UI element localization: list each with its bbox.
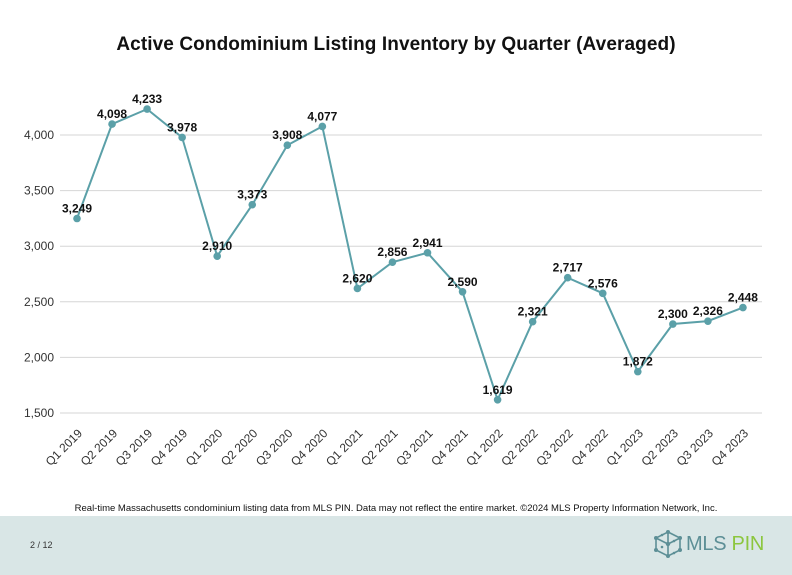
data-label: 2,590 bbox=[448, 275, 478, 289]
logo-pin-text: PIN bbox=[731, 532, 765, 555]
data-point bbox=[493, 395, 502, 404]
data-point bbox=[108, 120, 116, 128]
footer-bar: 2 / 12 MLS bbox=[0, 516, 792, 575]
y-tick-label: 2,000 bbox=[24, 350, 54, 364]
x-tick-label: Q3 2020 bbox=[253, 426, 296, 469]
x-tick-label: Q4 2019 bbox=[148, 426, 191, 469]
data-point bbox=[669, 320, 677, 328]
data-label: 2,941 bbox=[412, 236, 442, 250]
data-point bbox=[318, 122, 327, 131]
data-label: 2,620 bbox=[342, 271, 372, 285]
data-point bbox=[458, 287, 467, 296]
data-label: 2,910 bbox=[202, 239, 232, 253]
data-label: 2,321 bbox=[518, 305, 548, 319]
x-tick-label: Q2 2021 bbox=[358, 426, 401, 469]
logo-wordmark: MLS PIN bbox=[686, 533, 764, 556]
data-point bbox=[423, 248, 432, 257]
data-point bbox=[248, 200, 257, 209]
x-tick-label: Q3 2022 bbox=[533, 426, 576, 469]
data-point bbox=[213, 252, 221, 261]
data-point bbox=[563, 273, 572, 282]
data-point bbox=[143, 105, 151, 113]
data-point bbox=[704, 317, 712, 325]
data-label: 2,717 bbox=[553, 261, 583, 275]
data-label: 2,300 bbox=[658, 307, 688, 321]
x-tick-label: Q1 2023 bbox=[603, 426, 646, 469]
data-label: 3,978 bbox=[167, 120, 197, 134]
data-label: 4,077 bbox=[307, 109, 337, 123]
chart-title: Active Condominium Listing Inventory by … bbox=[116, 34, 676, 55]
y-tick-label: 3,000 bbox=[24, 239, 54, 253]
data-label: 4,233 bbox=[132, 92, 162, 106]
data-point bbox=[598, 289, 607, 298]
data-label: 2,576 bbox=[588, 276, 618, 290]
x-tick-label: Q4 2021 bbox=[428, 426, 471, 469]
data-point bbox=[739, 303, 747, 312]
x-tick-label: Q3 2023 bbox=[674, 426, 717, 469]
x-tick-label: Q2 2020 bbox=[218, 426, 261, 469]
data-label: 3,373 bbox=[237, 188, 267, 202]
x-tick-label: Q1 2019 bbox=[43, 426, 86, 469]
data-label: 2,448 bbox=[728, 291, 758, 305]
data-point bbox=[73, 214, 81, 223]
x-tick-label: Q4 2020 bbox=[288, 426, 331, 469]
x-tick-label: Q2 2019 bbox=[78, 426, 121, 469]
x-tick-label: Q4 2023 bbox=[709, 426, 752, 469]
data-label: 1,619 bbox=[483, 383, 513, 397]
source-note: Real-time Massachusetts condominium list… bbox=[74, 503, 718, 514]
y-tick-label: 4,000 bbox=[24, 128, 54, 142]
x-tick-label: Q1 2022 bbox=[463, 426, 506, 469]
y-tick-label: 1,500 bbox=[24, 406, 54, 420]
x-tick-label: Q2 2023 bbox=[639, 426, 682, 469]
data-label: 2,326 bbox=[693, 304, 723, 318]
data-label: 2,856 bbox=[377, 245, 407, 259]
page-indicator: 2 / 12 bbox=[30, 540, 53, 550]
series-line bbox=[76, 107, 744, 403]
data-point bbox=[634, 367, 642, 376]
data-point bbox=[528, 317, 537, 326]
data-point bbox=[178, 133, 186, 142]
x-tick-label: Q4 2022 bbox=[568, 426, 611, 469]
data-point bbox=[283, 141, 292, 150]
data-label: 4,098 bbox=[97, 107, 127, 121]
logo-mls-text: MLS bbox=[686, 532, 727, 555]
data-point bbox=[353, 284, 362, 293]
mls-pin-logo: MLS PIN bbox=[653, 530, 764, 558]
network-cube-icon bbox=[654, 530, 683, 558]
x-tick-label: Q3 2019 bbox=[113, 426, 156, 469]
y-tick-label: 2,500 bbox=[24, 295, 54, 309]
x-tick-label: Q3 2021 bbox=[393, 426, 436, 469]
data-point bbox=[388, 258, 397, 267]
x-tick-label: Q2 2022 bbox=[498, 426, 541, 469]
data-label: 1,872 bbox=[623, 355, 653, 369]
y-tick-label: 3,500 bbox=[24, 184, 54, 198]
x-tick-label: Q1 2020 bbox=[183, 426, 226, 469]
x-tick-label: Q1 2021 bbox=[323, 426, 366, 469]
data-label: 3,908 bbox=[272, 128, 302, 142]
data-label: 3,249 bbox=[62, 202, 92, 216]
